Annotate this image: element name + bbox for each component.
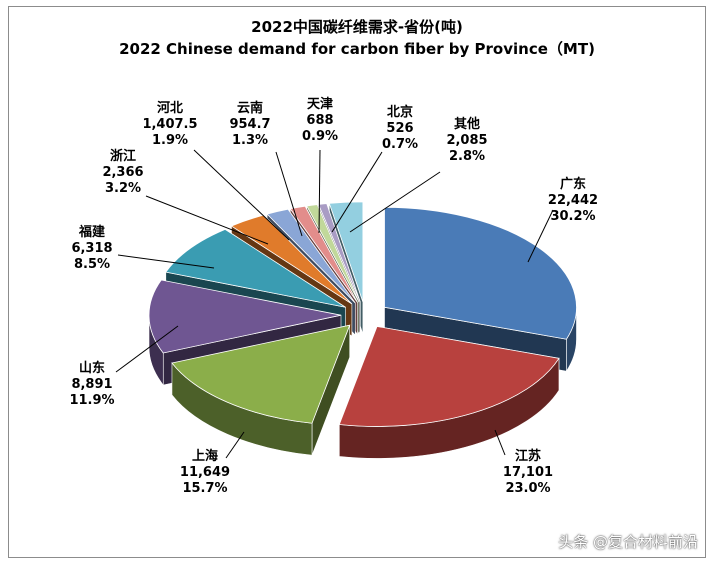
leader-line [115,325,179,373]
pie-slice[interactable] [266,208,356,304]
leader-line [349,171,441,233]
slice-value-label: 688 [306,113,333,128]
chart-subtitle: 2022 Chinese demand for carbon fiber by … [119,40,595,58]
pie-slice[interactable] [289,205,358,303]
chart-title: 2022中国碳纤维需求-省份(吨) [251,18,463,36]
leader-line [145,195,269,245]
slice-percent-label: 0.9% [302,129,338,144]
leader-line [225,431,245,459]
slice-value-label: 8,891 [71,377,112,392]
slice-percent-label: 8.5% [74,257,110,272]
pie-slice[interactable] [384,206,577,340]
pie-slice[interactable] [328,201,364,302]
leader-line [275,151,303,237]
pie-slice[interactable] [230,214,353,305]
slice-label: 河北 [157,100,183,116]
slice-percent-label: 0.7% [382,137,418,152]
pie-slice[interactable] [317,203,361,303]
slice-value-label: 22,442 [548,193,598,208]
slice-percent-label: 30.2% [550,209,595,224]
leader-line [527,209,554,263]
leader-line [494,429,506,456]
slice-label: 天津 [307,96,333,112]
slice-percent-label: 15.7% [182,481,227,496]
pie-tops [148,201,577,427]
slice-percent-label: 2.8% [449,149,485,164]
slice-label: 其他 [454,116,480,132]
slice-percent-label: 11.9% [69,393,114,408]
slice-value-label: 6,318 [71,241,112,256]
slice-value-label: 17,101 [503,465,553,480]
slice-percent-label: 3.2% [105,181,141,196]
slice-label: 江苏 [515,448,541,464]
slice-label: 上海 [192,448,218,464]
slice-value-label: 954.7 [229,117,270,132]
pie-slice[interactable] [148,279,342,354]
slice-label: 广东 [560,176,586,192]
pie-slice[interactable] [338,325,560,427]
slice-label: 北京 [387,104,413,120]
slice-label: 浙江 [110,148,136,164]
slice-percent-label: 23.0% [505,481,550,496]
pie-slice[interactable] [171,324,351,424]
slice-value-label: 526 [386,121,413,136]
slice-percent-label: 1.3% [232,133,268,148]
leader-line [117,254,215,269]
watermark-text: 头条 @复合材料前沿 [558,533,698,551]
pie-slice[interactable] [165,228,346,308]
slice-label: 福建 [78,224,105,240]
pie-slice[interactable] [306,204,360,303]
slice-value-label: 1,407.5 [142,117,197,132]
slice-value-label: 2,085 [446,133,487,148]
slice-value-label: 11,649 [180,465,230,480]
slice-label: 山东 [79,360,105,376]
leader-line [331,151,383,233]
slice-percent-label: 1.9% [152,133,188,148]
slice-value-label: 2,366 [102,165,143,180]
slice-label: 云南 [237,100,263,116]
leader-line [318,149,321,234]
leader-line [193,149,290,241]
